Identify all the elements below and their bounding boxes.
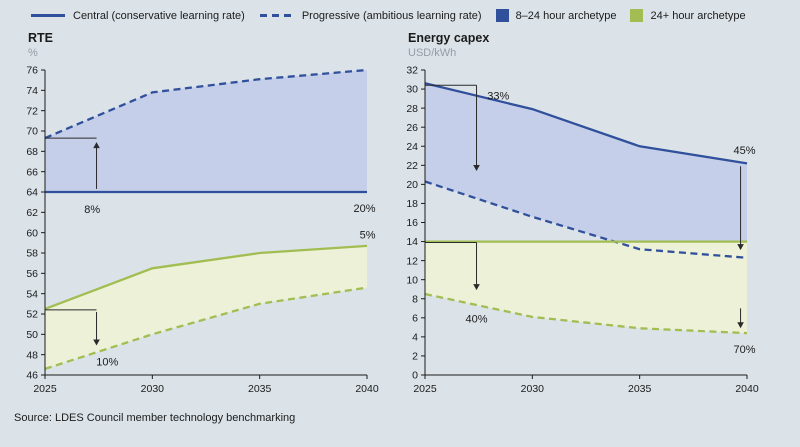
y-tick-label: 24: [406, 141, 418, 153]
annotation-arrowhead: [737, 244, 744, 251]
capex-chart-unit: USD/kWh: [408, 47, 457, 59]
y-tick-label: 54: [26, 288, 38, 300]
source-note: Source: LDES Council member technology b…: [14, 412, 296, 424]
annotation-label: 40%: [466, 314, 488, 326]
y-tick-label: 8: [412, 293, 418, 305]
annotation-label: 45%: [734, 145, 756, 157]
rte-chart-title: RTE: [28, 31, 53, 45]
rte-chart: RTE % 46 48 50 52 54 56 58 60 62 64 66 68 70 72 74 76 20…: [15, 31, 395, 396]
y-tick-label: 10: [406, 274, 418, 286]
annotation-arrowhead: [473, 284, 480, 291]
x-tick-label: 2040: [735, 383, 759, 395]
y-tick-label: 70: [26, 126, 38, 138]
band-fill: [45, 70, 367, 192]
y-tick-label: 52: [26, 309, 38, 321]
legend-item-24plus-hour: 24+ hour archetype: [630, 9, 746, 22]
x-tick-label: 2025: [33, 383, 57, 395]
y-tick-label: 4: [412, 332, 418, 344]
y-tick-label: 12: [406, 255, 418, 267]
annotation-arrowhead: [737, 322, 744, 329]
y-tick-label: 28: [406, 103, 418, 115]
x-tick-label: 2025: [413, 383, 437, 395]
annotation-label: 8%: [84, 204, 100, 216]
x-tick-label: 2030: [141, 383, 165, 395]
y-tick-label: 72: [26, 105, 38, 117]
legend-item-central: Central (conservative learning rate): [30, 9, 245, 22]
annotation-arrowhead: [473, 165, 480, 172]
legend: Central (conservative learning rate) Pro…: [0, 0, 800, 22]
series-line: [44, 244, 368, 310]
y-tick-label: 0: [412, 370, 418, 382]
legend-label-24plus-hour: 24+ hour archetype: [650, 9, 746, 22]
y-tick-label: 30: [406, 84, 418, 96]
x-tick-label: 2040: [355, 383, 379, 395]
y-tick-label: 60: [26, 227, 38, 239]
dashed-line-icon: [259, 14, 294, 17]
series-line: [424, 82, 748, 165]
energy-capex-chart: Energy capex USD/kWh 0 2 4 6 8 10 12 14 16 18 20 22…: [395, 31, 775, 396]
annotation-label: 70%: [734, 344, 756, 356]
rte-chart-canvas: 46 48 50 52 54 56 58 60 62 64 66 68 70 72 74 76 2025 2030…: [26, 65, 379, 395]
y-tick-label: 62: [26, 207, 38, 219]
solid-line-icon: [31, 14, 65, 17]
y-tick-label: 74: [26, 85, 38, 97]
series-line: [424, 292, 748, 335]
y-tick-label: 68: [26, 146, 38, 158]
y-tick-label: 48: [26, 349, 38, 361]
legend-label-8-24-hour: 8–24 hour archetype: [515, 9, 617, 22]
rte-chart-unit: %: [28, 47, 38, 59]
legend-item-8-24-hour: 8–24 hour archetype: [495, 9, 617, 22]
x-tick-label: 2035: [248, 383, 272, 395]
y-tick-label: 50: [26, 329, 38, 341]
annotation-label: 33%: [487, 91, 509, 103]
y-tick-label: 18: [406, 198, 418, 210]
annotation-label: 5%: [360, 230, 376, 242]
annotation-arrowhead: [93, 339, 100, 346]
series-line: [44, 286, 368, 370]
green-square-icon: [630, 9, 644, 22]
y-tick-label: 76: [26, 65, 38, 77]
legend-item-progressive: Progressive (ambitious learning rate): [259, 9, 482, 22]
y-tick-label: 66: [26, 166, 38, 178]
y-tick-label: 32: [406, 65, 418, 77]
y-tick-label: 46: [26, 370, 38, 382]
annotation-label: 20%: [354, 203, 376, 215]
y-tick-label: 16: [406, 217, 418, 229]
legend-label-progressive: Progressive (ambitious learning rate): [301, 9, 482, 22]
y-tick-label: 58: [26, 248, 38, 260]
y-tick-label: 14: [406, 236, 418, 248]
y-tick-label: 22: [406, 160, 418, 172]
band-fill: [45, 245, 367, 369]
legend-label-central: Central (conservative learning rate): [73, 9, 245, 22]
y-tick-label: 64: [26, 187, 38, 199]
series-line: [44, 68, 368, 140]
capex-chart-title: Energy capex: [408, 31, 490, 45]
y-tick-label: 6: [412, 312, 418, 324]
annotation-arrowhead: [93, 142, 100, 149]
x-tick-label: 2030: [521, 383, 545, 395]
annotation-label: 10%: [96, 357, 118, 369]
y-tick-label: 26: [406, 122, 418, 134]
y-tick-label: 20: [406, 179, 418, 191]
series-line: [424, 180, 748, 259]
charts-row: RTE % 46 48 50 52 54 56 58 60 62 64 66 68 70 72 74 76 20…: [0, 31, 800, 396]
blue-square-icon: [495, 9, 509, 22]
y-tick-label: 56: [26, 268, 38, 280]
y-tick-label: 2: [412, 351, 418, 363]
band-fill: [425, 83, 747, 258]
x-tick-label: 2035: [628, 383, 652, 395]
